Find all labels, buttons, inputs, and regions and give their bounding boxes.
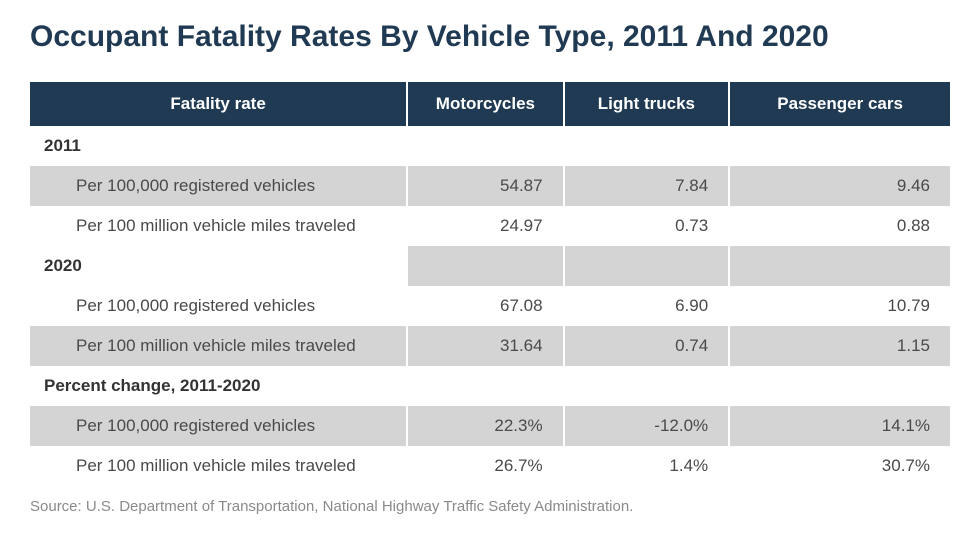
section-empty-cell — [564, 366, 730, 406]
col-header-motorcycles: Motorcycles — [407, 82, 563, 126]
row-value: 24.97 — [407, 206, 563, 246]
row-value: 0.74 — [564, 326, 730, 366]
row-value: 67.08 — [407, 286, 563, 326]
section-empty-cell — [407, 246, 563, 286]
row-value: 7.84 — [564, 166, 730, 206]
row-label: Per 100 million vehicle miles traveled — [30, 446, 407, 486]
col-header-passenger-cars: Passenger cars — [729, 82, 950, 126]
section-label: 2011 — [30, 126, 407, 166]
row-value: 14.1% — [729, 406, 950, 446]
row-value: 9.46 — [729, 166, 950, 206]
table-section-row: 2011 — [30, 126, 950, 166]
row-value: 0.88 — [729, 206, 950, 246]
row-label: Per 100 million vehicle miles traveled — [30, 326, 407, 366]
table-row: Per 100,000 registered vehicles54.877.84… — [30, 166, 950, 206]
row-value: 54.87 — [407, 166, 563, 206]
row-value: 1.15 — [729, 326, 950, 366]
table-section-row: Percent change, 2011-2020 — [30, 366, 950, 406]
row-value: -12.0% — [564, 406, 730, 446]
table-row: Per 100 million vehicle miles traveled26… — [30, 446, 950, 486]
section-empty-cell — [729, 126, 950, 166]
row-value: 26.7% — [407, 446, 563, 486]
section-empty-cell — [564, 126, 730, 166]
row-value: 10.79 — [729, 286, 950, 326]
row-label: Per 100 million vehicle miles traveled — [30, 206, 407, 246]
section-empty-cell — [407, 366, 563, 406]
table-row: Per 100 million vehicle miles traveled24… — [30, 206, 950, 246]
row-value: 0.73 — [564, 206, 730, 246]
table-row: Per 100 million vehicle miles traveled31… — [30, 326, 950, 366]
row-label: Per 100,000 registered vehicles — [30, 406, 407, 446]
section-label: Percent change, 2011-2020 — [30, 366, 407, 406]
row-label: Per 100,000 registered vehicles — [30, 286, 407, 326]
section-empty-cell — [407, 126, 563, 166]
table-section-row: 2020 — [30, 246, 950, 286]
row-value: 30.7% — [729, 446, 950, 486]
fatality-table: Fatality rate Motorcycles Light trucks P… — [30, 82, 950, 486]
col-header-light-trucks: Light trucks — [564, 82, 730, 126]
source-note: Source: U.S. Department of Transportatio… — [30, 498, 950, 515]
row-label: Per 100,000 registered vehicles — [30, 166, 407, 206]
section-empty-cell — [729, 366, 950, 406]
section-empty-cell — [729, 246, 950, 286]
row-value: 31.64 — [407, 326, 563, 366]
row-value: 22.3% — [407, 406, 563, 446]
table-row: Per 100,000 registered vehicles22.3%-12.… — [30, 406, 950, 446]
table-row: Per 100,000 registered vehicles67.086.90… — [30, 286, 950, 326]
section-label: 2020 — [30, 246, 407, 286]
row-value: 1.4% — [564, 446, 730, 486]
row-value: 6.90 — [564, 286, 730, 326]
table-header-row: Fatality rate Motorcycles Light trucks P… — [30, 82, 950, 126]
page-title: Occupant Fatality Rates By Vehicle Type,… — [30, 20, 950, 54]
col-header-metric: Fatality rate — [30, 82, 407, 126]
section-empty-cell — [564, 246, 730, 286]
table-body: 2011Per 100,000 registered vehicles54.87… — [30, 126, 950, 486]
